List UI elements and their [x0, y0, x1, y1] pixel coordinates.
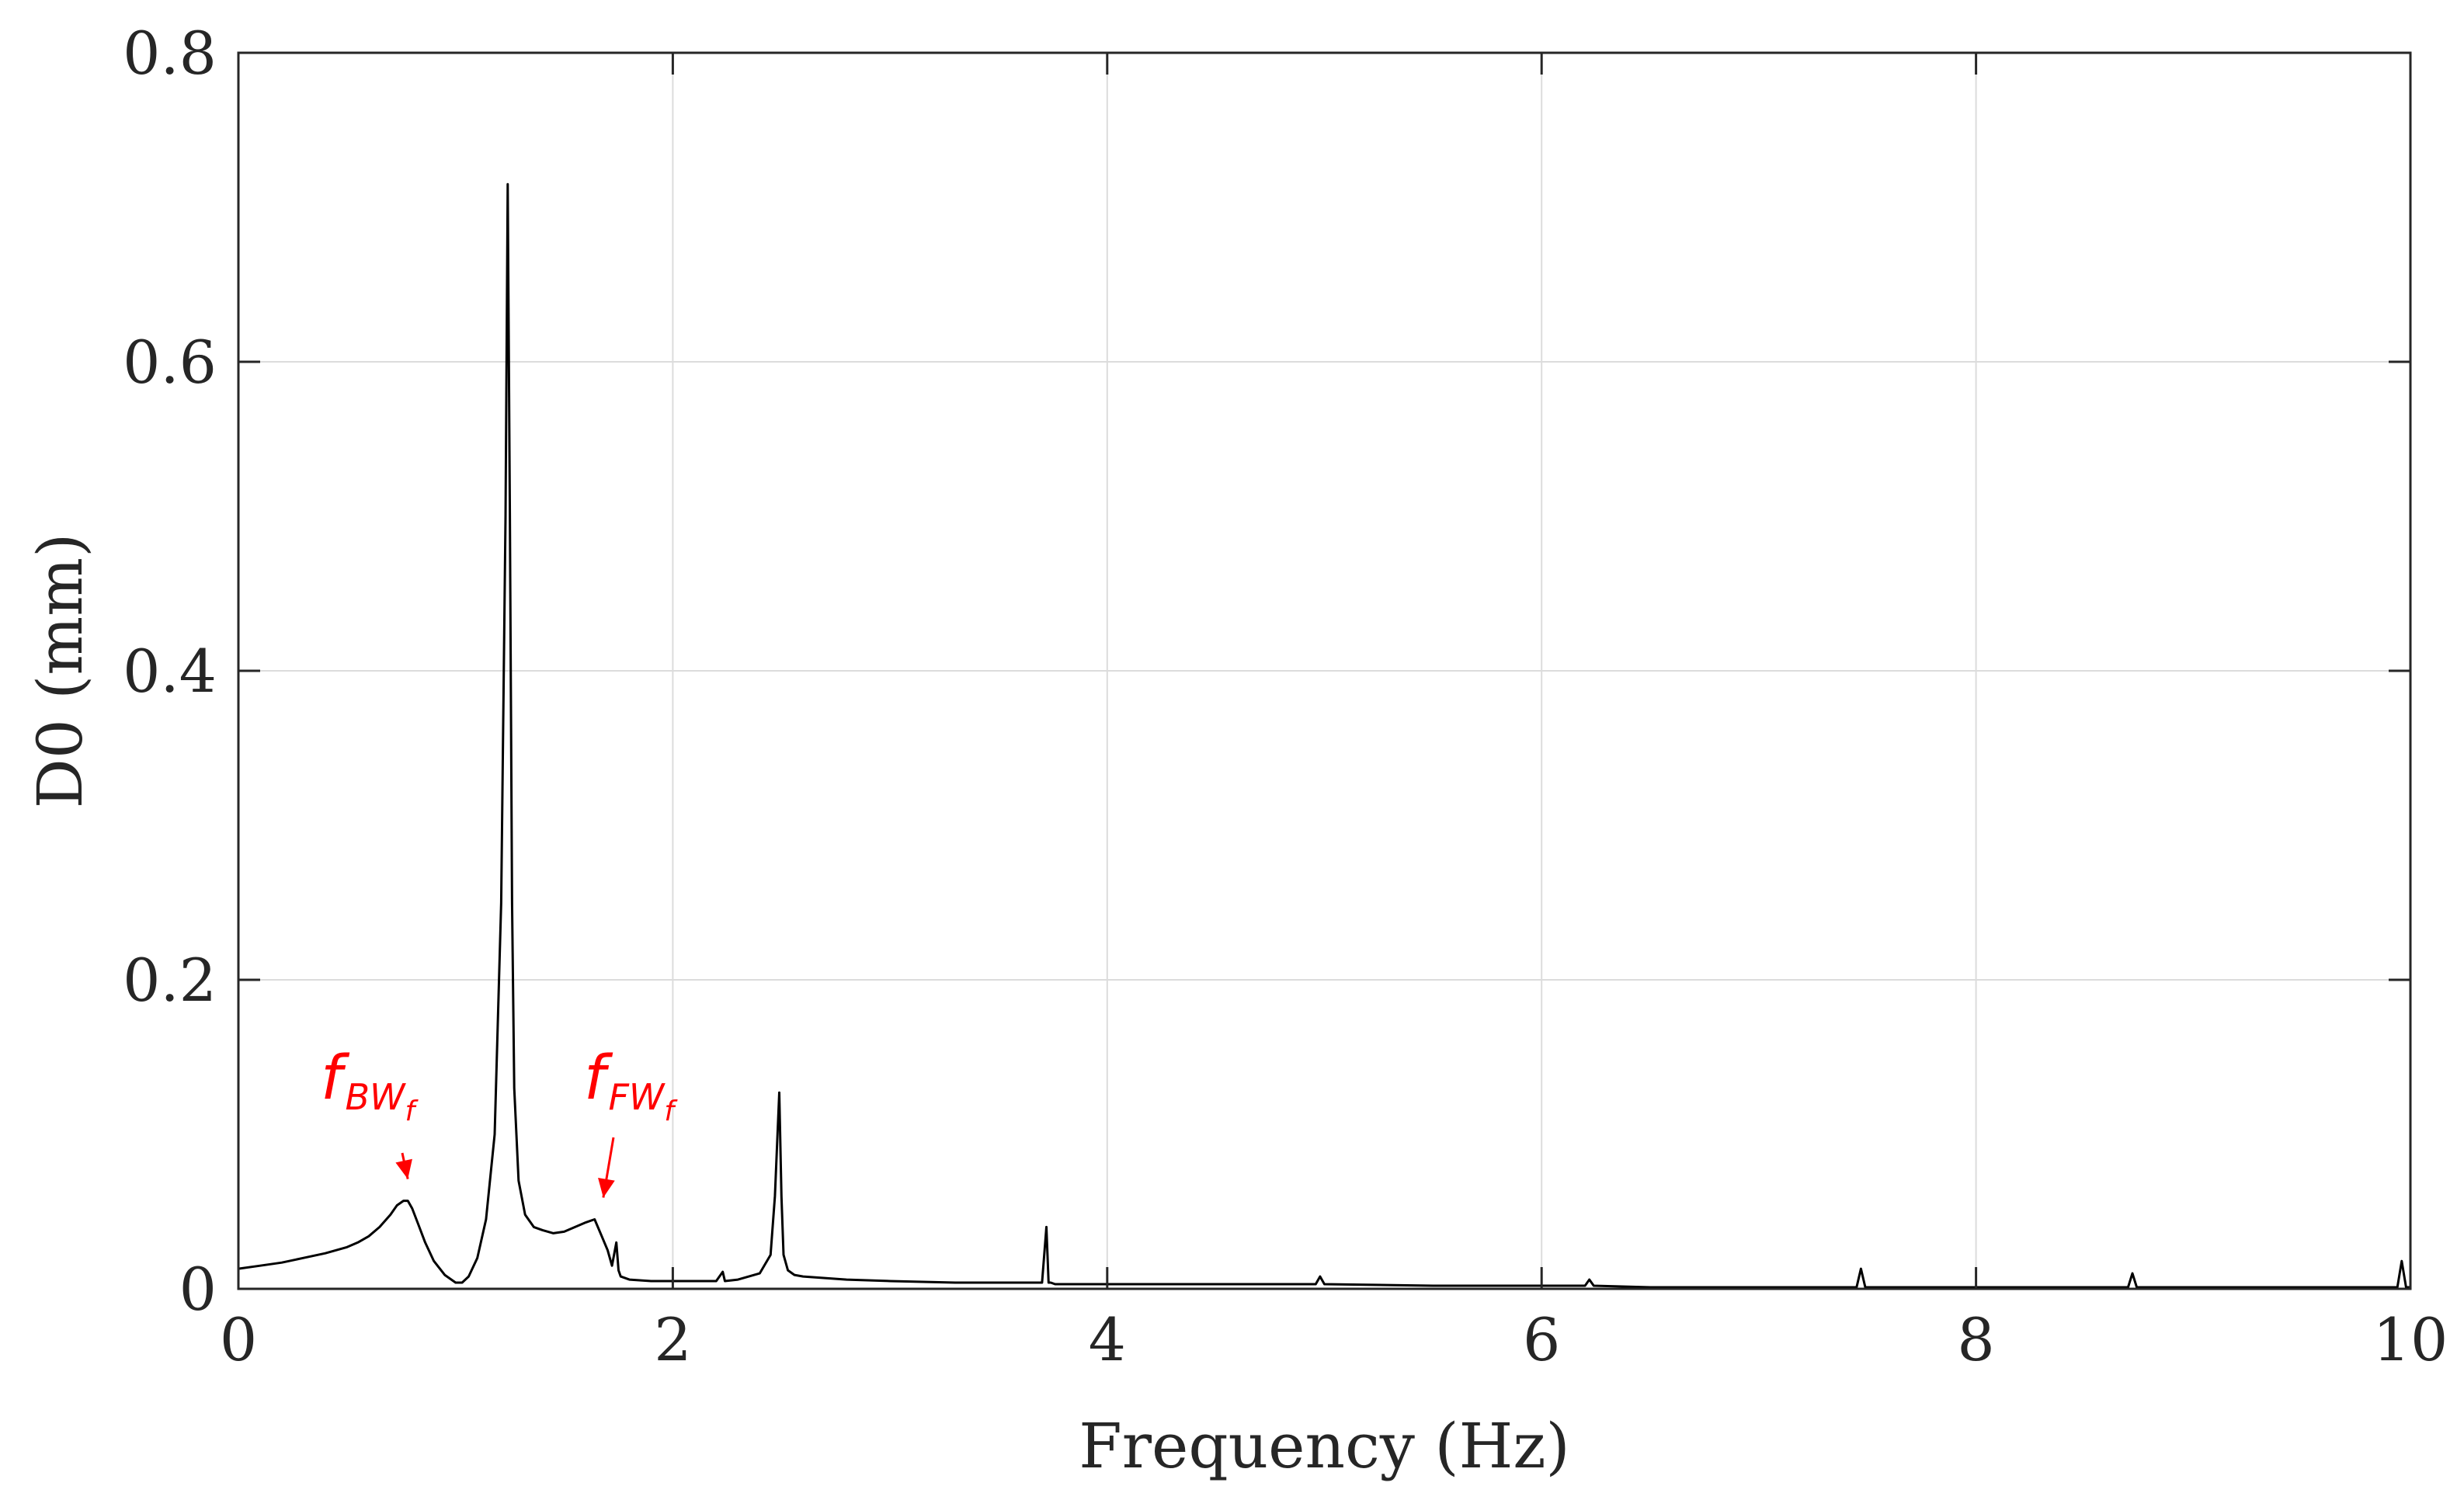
annotation-fw: fFWf [584, 1043, 678, 1198]
annotation-arrow-head [395, 1158, 412, 1179]
y-axis-label: D0 (mm) [24, 533, 96, 809]
x-tick-label: 4 [1089, 1305, 1126, 1374]
x-tick-label: 10 [2373, 1305, 2448, 1374]
annotation-label: fFWf [584, 1043, 678, 1127]
tick-labels: 0 2 4 6 8 10 0 0.2 0.4 0.6 0.8 [123, 19, 2448, 1374]
x-tick-label: 2 [654, 1305, 691, 1374]
y-tick-label: 0.2 [123, 946, 217, 1015]
annotation-arrow-head [598, 1177, 615, 1198]
x-tick-label: 8 [1957, 1305, 1994, 1374]
axis-ticks [237, 51, 2412, 1290]
y-tick-label: 0.6 [123, 328, 217, 397]
y-tick-label: 0 [179, 1255, 217, 1324]
x-tick-label: 6 [1523, 1305, 1560, 1374]
y-tick-label: 0.4 [123, 637, 217, 706]
x-axis-label: Frequency (Hz) [1079, 1410, 1569, 1482]
y-tick-label: 0.8 [123, 19, 217, 88]
annotations: fBWf fFWf [321, 1043, 678, 1198]
x-tick-label: 0 [220, 1305, 257, 1374]
annotation-bw: fBWf [321, 1043, 419, 1179]
annotation-label: fBWf [321, 1043, 419, 1127]
